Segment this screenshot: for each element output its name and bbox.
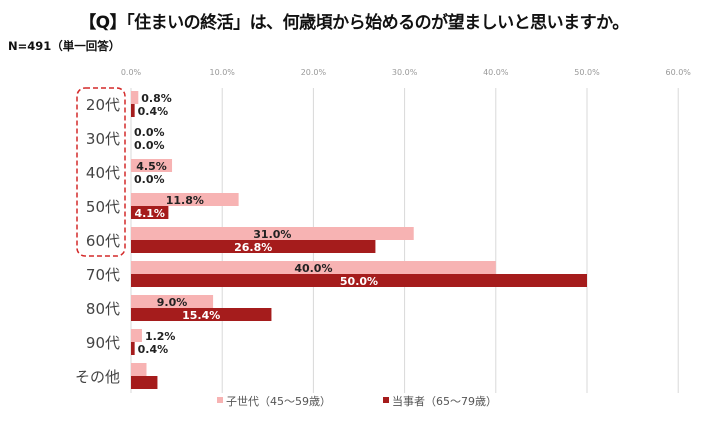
data-label: 0.8%	[141, 92, 172, 105]
bar-child	[131, 159, 173, 172]
legend-swatch	[383, 397, 389, 403]
category-label: 30代	[86, 130, 120, 148]
x-tick-label: 50.0%	[574, 68, 600, 77]
data-label: 26.8%	[234, 241, 272, 254]
legend-label: 当事者（65～79歳）	[392, 394, 497, 408]
data-label: 50.0%	[340, 275, 378, 288]
legend-swatch	[217, 397, 223, 403]
x-tick-label: 30.0%	[392, 68, 418, 77]
data-label: 15.4%	[182, 309, 220, 322]
bar-parent	[131, 240, 376, 253]
data-label: 1.2%	[145, 330, 176, 343]
data-label: 31.0%	[253, 228, 291, 241]
bar-parent	[131, 274, 587, 287]
category-label: 80代	[86, 300, 120, 318]
data-label: 9.0%	[157, 296, 188, 309]
data-label: 0.0%	[134, 139, 165, 152]
data-label: 4.1%	[134, 207, 165, 220]
data-label: 11.8%	[166, 194, 204, 207]
chart-title: 【Q】「住まいの終活」は、何歳頃から始めるのが望ましいと思いますか。	[79, 13, 629, 33]
bar-parent	[131, 308, 272, 321]
bar-parent	[131, 206, 169, 219]
category-label: 20代	[86, 96, 120, 114]
data-label: 0.0%	[134, 173, 165, 186]
x-tick-label: 10.0%	[209, 68, 235, 77]
bar-child	[131, 329, 142, 342]
bar-child	[131, 193, 239, 206]
x-tick-label: 0.0%	[121, 68, 142, 77]
bar-parent	[131, 104, 135, 117]
bar-child	[131, 261, 496, 274]
bar-child	[131, 91, 139, 104]
bar-parent	[131, 342, 135, 355]
x-tick-label: 20.0%	[301, 68, 327, 77]
legend-label: 子世代（45～59歳）	[226, 395, 331, 408]
category-label: 90代	[86, 334, 120, 352]
data-label: 0.4%	[138, 105, 169, 118]
data-label: 4.5%	[136, 160, 167, 173]
category-label: その他	[75, 368, 120, 386]
category-label: 60代	[86, 232, 120, 250]
data-label: 40.0%	[294, 262, 332, 275]
bar-child	[131, 295, 214, 308]
category-label: 40代	[86, 164, 120, 182]
data-label: 0.4%	[138, 343, 169, 356]
x-tick-label: 60.0%	[665, 68, 691, 77]
sample-note: N=491（単一回答）	[8, 39, 121, 53]
bar-child	[131, 227, 414, 240]
bar-parent	[131, 376, 158, 389]
category-label: 70代	[86, 266, 120, 284]
highlight-box	[76, 87, 126, 257]
x-tick-label: 40.0%	[483, 68, 509, 77]
category-label: 50代	[86, 198, 120, 216]
bar-child	[131, 363, 147, 376]
data-label: 0.0%	[134, 126, 165, 139]
